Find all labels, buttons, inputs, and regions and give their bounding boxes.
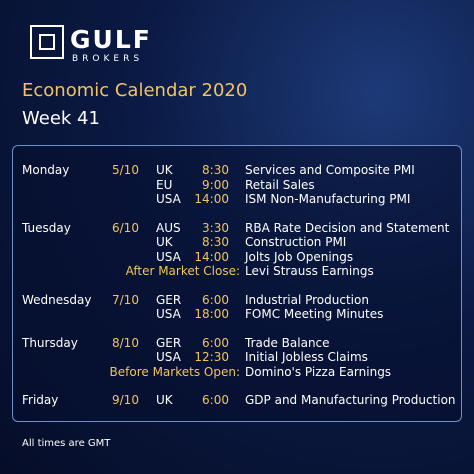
country: UK — [156, 163, 173, 177]
event: Trade Balance — [245, 335, 330, 350]
date: 8/10 — [112, 335, 139, 350]
country: GER — [156, 335, 182, 350]
time: 14:00 — [194, 249, 229, 264]
country: USA — [156, 307, 181, 321]
footer: All times are GMT — [22, 438, 111, 449]
time: 18:00 — [194, 307, 229, 321]
country: AUS — [156, 220, 181, 235]
day: Monday — [22, 163, 70, 177]
event: FOMC Meeting Minutes — [245, 307, 384, 321]
subtitle: Week 41 — [22, 108, 100, 129]
event: ISM Non-Manufacturing PMI — [245, 192, 411, 206]
calendar-panel — [12, 145, 462, 422]
country: USA — [156, 350, 181, 364]
event: Services and Composite PMI — [245, 163, 415, 177]
date: 9/10 — [112, 393, 139, 407]
date: 7/10 — [112, 292, 139, 307]
date: 5/10 — [112, 163, 139, 177]
event: RBA Rate Decision and Statement — [245, 220, 450, 235]
time: 14:00 — [194, 192, 229, 206]
event: Industrial Production — [245, 292, 369, 307]
event: Levi Strauss Earnings — [245, 264, 374, 278]
title: Economic Calendar 2020 — [22, 80, 248, 101]
event: Domino's Pizza Earnings — [245, 364, 392, 379]
time: 6:00 — [202, 292, 229, 307]
day: Thursday — [22, 335, 78, 350]
country: USA — [156, 192, 181, 206]
note: Before Markets Open: — [109, 364, 240, 379]
logo — [30, 25, 64, 59]
event: Construction PMI — [245, 235, 347, 249]
note: After Market Close: — [125, 264, 240, 278]
day: Wednesday — [22, 292, 92, 307]
time: 12:30 — [194, 350, 229, 364]
event: Jolts Job Openings — [245, 249, 354, 264]
brand: GULF — [70, 25, 152, 54]
logo-inner — [39, 34, 55, 50]
country: UK — [156, 393, 173, 407]
date: 6/10 — [112, 220, 139, 235]
brand-sub: BROKERS — [72, 54, 144, 64]
time: 8:30 — [202, 163, 229, 177]
event: Initial Jobless Claims — [245, 350, 368, 364]
time: 8:30 — [202, 235, 229, 249]
day: Friday — [22, 393, 59, 407]
event: Retail Sales — [245, 177, 315, 192]
country: EU — [156, 177, 173, 192]
country: USA — [156, 249, 181, 264]
time: 3:30 — [202, 220, 229, 235]
event: GDP and Manufacturing Production — [245, 393, 456, 407]
country: GER — [156, 292, 182, 307]
time: 6:00 — [202, 335, 229, 350]
country: UK — [156, 235, 173, 249]
time: 9:00 — [202, 177, 229, 192]
time: 6:00 — [202, 393, 229, 407]
day: Tuesday — [22, 220, 71, 235]
